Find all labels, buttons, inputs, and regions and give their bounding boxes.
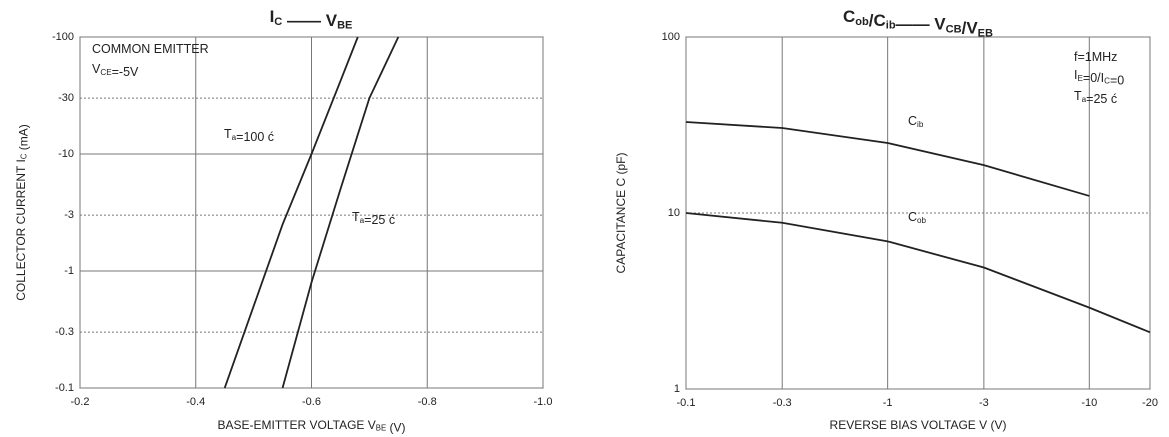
x-tick-label: -0.1	[677, 397, 696, 409]
x-tick-label: -20	[1142, 397, 1158, 409]
text-part: /V	[962, 19, 979, 38]
y-axis-label: COLLECTOR CURRENT IC (mA)	[14, 124, 31, 301]
subscript: EB	[978, 27, 993, 39]
x-axis-label: REVERSE BIAS VOLTAGE V (V)	[830, 418, 1007, 432]
series-line	[281, 36, 400, 389]
annotation: IE=0/IC=0	[1074, 68, 1124, 88]
x-tick-label: -10	[1081, 397, 1097, 409]
annotation: VCE=-5V	[92, 62, 139, 79]
series-line	[223, 36, 359, 389]
text-part: COLLECTOR CURRENT I	[14, 159, 28, 301]
chart-title: Cob/Cib—— VCB/VEB	[843, 7, 993, 39]
text-part: T	[352, 210, 360, 224]
series-label: Cob	[908, 210, 927, 225]
series-label: Cib	[908, 114, 924, 129]
subscript: ib	[917, 120, 924, 129]
series-line	[685, 212, 1151, 334]
text-part: (mA)	[17, 124, 31, 153]
y-axis-label: CAPACITANCE C (pF)	[614, 153, 628, 274]
text-part: f=1MHz	[1074, 50, 1117, 64]
subscript: C	[274, 16, 282, 28]
text-part: COMMON EMITTER	[92, 42, 209, 56]
y-tick-label: -100	[52, 31, 74, 43]
x-tick-label: -3	[979, 397, 989, 409]
subscript: E	[1077, 74, 1083, 83]
series-label: Ta=25 ć	[352, 210, 395, 227]
subscript: ob	[917, 216, 927, 225]
subscript: CE	[100, 68, 112, 77]
x-tick-label: -1	[883, 397, 893, 409]
subscript: C	[1104, 77, 1110, 86]
text-part: BASE-EMITTER VOLTAGE V	[218, 418, 376, 432]
text-part: C	[908, 114, 917, 128]
subscript: ob	[855, 16, 869, 28]
x-tick-label: -0.3	[773, 397, 792, 409]
x-tick-label: -0.2	[71, 396, 90, 408]
text-part: I	[270, 7, 275, 26]
text-part: T	[1074, 89, 1082, 103]
subscript: BE	[337, 20, 352, 32]
text-part: =25 ć	[1086, 92, 1117, 106]
x-tick-label: -0.6	[302, 396, 321, 408]
text-part: =0	[1110, 74, 1124, 88]
x-tick-label: -1.0	[534, 396, 553, 408]
text-part: C	[843, 7, 855, 26]
y-tick-label: -0.1	[55, 382, 74, 394]
y-tick-label: 10	[668, 207, 680, 219]
annotation: f=1MHz	[1074, 50, 1117, 64]
y-tick-label: -10	[58, 148, 74, 160]
series-line	[685, 121, 1090, 197]
text-part: (V)	[386, 421, 405, 435]
annotation: COMMON EMITTER	[92, 42, 209, 56]
subscript: BE	[376, 424, 386, 433]
y-tick-label: 1	[674, 383, 680, 395]
text-part: V	[92, 62, 101, 76]
subscript: ib	[886, 20, 896, 32]
x-tick-label: -0.4	[186, 396, 205, 408]
subscript: a	[232, 133, 237, 142]
text-part: —— V	[282, 11, 337, 30]
text-part: C	[908, 210, 917, 224]
text-part: —— V	[896, 15, 947, 34]
chart-title: IC —— VBE	[270, 7, 353, 31]
x-tick-label: -0.8	[418, 396, 437, 408]
subscript: a	[1082, 95, 1087, 104]
text-part: CAPACITANCE C (pF)	[614, 153, 628, 274]
annotation: Ta=25 ć	[1074, 89, 1117, 106]
y-tick-label: -30	[58, 92, 74, 104]
text-part: =100 ć	[236, 130, 274, 144]
text-part: T	[224, 127, 232, 141]
text-part: /C	[869, 11, 886, 30]
y-tick-label: 100	[662, 31, 680, 43]
subscript: C	[20, 153, 29, 159]
text-part: REVERSE BIAS VOLTAGE V (V)	[830, 418, 1007, 432]
subscript: CB	[946, 24, 962, 36]
y-tick-label: -0.3	[55, 326, 74, 338]
series-label: Ta=100 ć	[224, 127, 274, 144]
y-tick-label: -3	[64, 209, 74, 221]
text-part: =-5V	[112, 65, 139, 79]
text-part: I	[1074, 68, 1077, 82]
x-axis-label: BASE-EMITTER VOLTAGE VBE (V)	[218, 418, 406, 435]
text-part: =0/I	[1083, 71, 1104, 85]
subscript: a	[360, 216, 365, 225]
y-tick-label: -1	[64, 265, 74, 277]
text-part: =25 ć	[364, 213, 395, 227]
